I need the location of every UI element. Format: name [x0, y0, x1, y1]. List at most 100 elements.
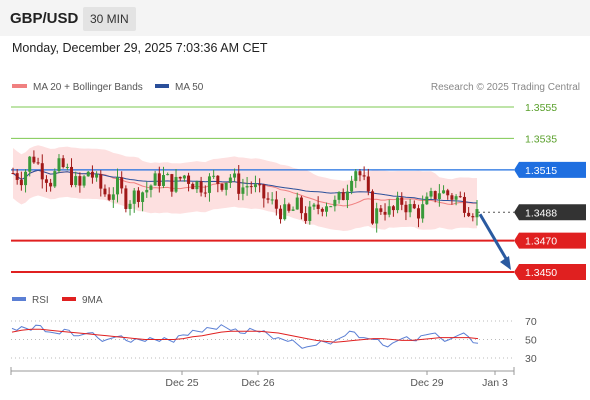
candle-body [299, 197, 303, 214]
candle-body [233, 173, 237, 178]
candle-body [366, 176, 370, 192]
ma50-line [12, 169, 478, 204]
candle-body [61, 158, 65, 168]
level-label-pivot: 1.3515 [525, 165, 557, 177]
level-tag-support [514, 232, 586, 249]
candle-body [99, 174, 103, 189]
candle-body [408, 204, 412, 213]
candle-body [224, 182, 228, 190]
x-tick-label: Dec 25 [165, 377, 198, 389]
candle-body [325, 206, 329, 212]
candle-body [262, 184, 266, 199]
candle-body [379, 208, 383, 212]
candle-body [182, 175, 186, 179]
source-credit: Research © 2025 Trading Central [431, 82, 580, 93]
level-label-current: 1.3488 [525, 207, 557, 219]
candle-body [245, 186, 249, 188]
candle-body [36, 162, 40, 164]
forecast-arrow-head [500, 256, 511, 270]
candle-body [396, 197, 400, 211]
candle-body [15, 173, 19, 180]
candle-body [287, 204, 291, 211]
candle-body [241, 187, 245, 194]
candle-body [433, 191, 437, 200]
rsi-axis-label: 30 [525, 353, 537, 365]
candle-body [153, 173, 157, 186]
level-tag-current [514, 204, 586, 221]
candle-body [57, 158, 61, 172]
rsi-legend-swatch [12, 297, 26, 301]
candle-body [86, 171, 90, 177]
candle-body [266, 198, 270, 200]
candle-body [429, 191, 433, 197]
candle-body [65, 166, 69, 168]
candle-body [157, 173, 161, 186]
rsi-panel: 70 50 30 [11, 316, 537, 365]
candle-body [178, 176, 182, 179]
candle-body [358, 171, 362, 176]
candle-body [383, 211, 387, 215]
candle-body [220, 183, 224, 190]
candle-body [412, 204, 416, 209]
candle-body [308, 206, 312, 221]
candle-body [387, 206, 391, 215]
candle-body [132, 190, 136, 204]
bollinger-band [13, 145, 477, 231]
candle-body [370, 191, 374, 224]
price-level-lines [11, 106, 514, 273]
candle-body [78, 176, 82, 186]
candle-body [462, 196, 466, 213]
x-tick-label: Jan 3 [482, 377, 508, 389]
rsi-line [11, 324, 479, 349]
candle-body [416, 208, 420, 219]
candle-body [103, 188, 107, 195]
candlesticks [11, 150, 479, 233]
level-tag-support [514, 264, 586, 280]
candle-body [362, 175, 366, 177]
timeframe-button[interactable]: 30 MIN [83, 7, 136, 31]
bollinger-legend-swatch [12, 84, 27, 88]
candle-body [128, 203, 132, 209]
x-tick-label: Dec 26 [241, 377, 274, 389]
candle-body [391, 206, 395, 211]
candle-body [450, 195, 454, 200]
candle-body [24, 171, 28, 186]
candle-body [124, 188, 128, 209]
rsi-axis-label: 50 [525, 335, 537, 347]
candle-body [170, 174, 174, 192]
candle-body [442, 190, 446, 194]
candle-body [212, 175, 216, 177]
candle-body [145, 189, 149, 193]
chart-datetime: Monday, December 29, 2025 7:03:36 AM CET [12, 41, 268, 55]
candle-body [304, 213, 308, 221]
candle-body [228, 177, 232, 183]
candle-body [11, 173, 15, 174]
candle-body [316, 204, 320, 209]
bollinger-band-fill [13, 145, 477, 231]
candle-body [95, 174, 99, 178]
level-label-support: 1.3450 [525, 267, 557, 279]
level-tag-pivot [514, 161, 586, 178]
candle-body [458, 196, 462, 198]
candle-body [350, 180, 354, 192]
candle-body [49, 182, 53, 187]
candle-body [82, 176, 86, 186]
candle-body [295, 197, 299, 210]
candle-body [345, 191, 349, 201]
candle-body [270, 199, 274, 201]
top-bar: GBP/USD 30 MIN [0, 0, 590, 36]
candle-body [253, 184, 257, 188]
candle-body [320, 208, 324, 212]
candle-body [404, 204, 408, 213]
candle-body [19, 179, 23, 186]
x-axis: Dec 25 Dec 26 Dec 29 Jan 3 [10, 367, 515, 389]
candle-body [199, 181, 203, 193]
candle-body [258, 184, 262, 186]
candle-body [149, 185, 153, 190]
candle-body [421, 204, 425, 219]
x-tick-label: Dec 29 [410, 377, 443, 389]
candle-body [400, 197, 404, 205]
candle-body [191, 183, 195, 190]
candle-body [425, 196, 429, 205]
